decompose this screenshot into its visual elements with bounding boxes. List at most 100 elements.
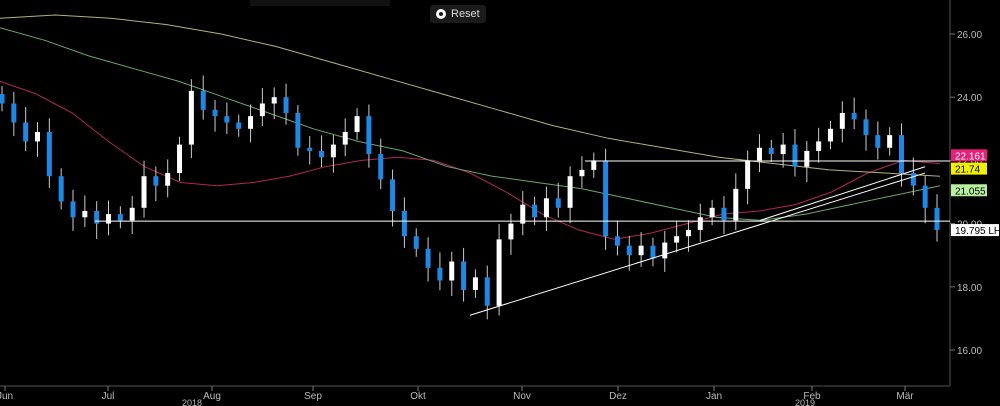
candle-body bbox=[236, 122, 242, 129]
candle-body bbox=[117, 214, 123, 221]
ma_mid-line bbox=[0, 27, 941, 221]
candle-body bbox=[792, 144, 798, 167]
y-tick-label: 22.00 bbox=[957, 156, 982, 167]
candle-body bbox=[437, 267, 443, 281]
candle-body bbox=[898, 135, 904, 174]
candle-body bbox=[461, 261, 467, 290]
candle-body bbox=[922, 185, 928, 208]
price-tag-label: 22.161 bbox=[955, 151, 986, 162]
candle-body bbox=[330, 144, 336, 158]
price-tag bbox=[951, 224, 999, 237]
candle-body bbox=[662, 242, 668, 259]
y-tick-label: 18.00 bbox=[957, 283, 982, 294]
candle-body bbox=[910, 173, 916, 186]
candle-body bbox=[579, 169, 585, 177]
candle-body bbox=[555, 198, 561, 208]
candle-body bbox=[520, 204, 526, 224]
candle-body bbox=[508, 223, 514, 240]
candle-body bbox=[390, 179, 396, 211]
candle-body bbox=[614, 236, 620, 246]
candle-body bbox=[851, 113, 857, 120]
candle-body bbox=[768, 147, 774, 155]
candle-body bbox=[58, 176, 64, 202]
candle-body bbox=[472, 277, 478, 290]
candle-body bbox=[188, 90, 194, 145]
candle-body bbox=[354, 116, 360, 132]
year-label: 2019 bbox=[795, 398, 815, 406]
reset-label: Reset bbox=[451, 8, 480, 20]
ma_short-line bbox=[0, 80, 941, 240]
candle-body bbox=[709, 207, 715, 218]
candle-body bbox=[543, 198, 549, 218]
candle-body bbox=[129, 207, 135, 221]
candle-body bbox=[413, 236, 419, 249]
reset-icon bbox=[436, 9, 446, 19]
candle-body bbox=[283, 97, 289, 113]
candle-body bbox=[366, 116, 372, 155]
candle-body bbox=[591, 160, 597, 170]
candle-body bbox=[697, 217, 703, 230]
candle-body bbox=[839, 113, 845, 129]
candle-body bbox=[319, 150, 325, 158]
candle-body bbox=[342, 131, 348, 145]
x-tick-label: Nov bbox=[513, 391, 531, 402]
candle-body bbox=[295, 113, 301, 148]
price-tag bbox=[951, 162, 987, 175]
candle-body bbox=[177, 144, 183, 174]
candle-body bbox=[685, 229, 691, 237]
price-tag bbox=[951, 149, 987, 162]
candle-body bbox=[674, 236, 680, 243]
candle-body bbox=[378, 154, 384, 180]
x-tick-label: Sep bbox=[304, 391, 322, 402]
candle-body bbox=[804, 150, 810, 167]
x-tick-label: Jan bbox=[706, 391, 722, 402]
reset-button[interactable]: Reset bbox=[430, 5, 486, 23]
support-trendline bbox=[469, 172, 926, 316]
candle-body bbox=[638, 245, 644, 256]
candle-body bbox=[816, 141, 822, 151]
candle-body bbox=[733, 188, 739, 221]
candle-body bbox=[307, 147, 313, 151]
x-tick-label: Dez bbox=[609, 391, 627, 402]
candle-body bbox=[425, 248, 431, 268]
year-label: 2018 bbox=[182, 398, 202, 406]
candle-body bbox=[887, 135, 893, 148]
y-tick-label: 26.00 bbox=[957, 30, 982, 41]
price-tag bbox=[951, 184, 987, 197]
candle-body bbox=[603, 160, 609, 237]
candle-body bbox=[153, 176, 159, 186]
price-tag-label: 21.74 bbox=[955, 165, 980, 176]
candle-body bbox=[224, 116, 230, 123]
candle-body bbox=[94, 210, 100, 224]
candle-body bbox=[141, 176, 147, 208]
candle-body bbox=[745, 160, 751, 189]
candle-body bbox=[248, 116, 254, 129]
candle-body bbox=[259, 103, 265, 117]
y-tick-label: 16.00 bbox=[957, 346, 982, 357]
candle-body bbox=[721, 207, 727, 221]
candle-body bbox=[756, 147, 762, 161]
candle-body bbox=[0, 94, 5, 104]
x-tick-label: Jul bbox=[102, 391, 115, 402]
y-tick-label: 24.00 bbox=[957, 93, 982, 104]
candle-body bbox=[401, 210, 407, 237]
candle-body bbox=[106, 214, 112, 224]
top-toolbar-strip bbox=[250, 0, 390, 6]
candle-body bbox=[626, 245, 632, 256]
candle-body bbox=[567, 176, 573, 208]
candle-body bbox=[35, 131, 41, 142]
candle-body bbox=[165, 173, 171, 186]
candle-body bbox=[449, 261, 455, 281]
secondary-trendline bbox=[759, 166, 926, 221]
x-tick-label: Mär bbox=[896, 391, 914, 402]
candle-body bbox=[11, 103, 17, 123]
candle-body bbox=[532, 204, 538, 218]
candle-body bbox=[496, 239, 502, 306]
candle-body bbox=[875, 135, 881, 148]
candle-body bbox=[863, 119, 869, 136]
candle-body bbox=[70, 201, 76, 218]
candle-body bbox=[46, 131, 52, 177]
candle-body bbox=[650, 245, 656, 259]
candle-body bbox=[200, 90, 206, 110]
